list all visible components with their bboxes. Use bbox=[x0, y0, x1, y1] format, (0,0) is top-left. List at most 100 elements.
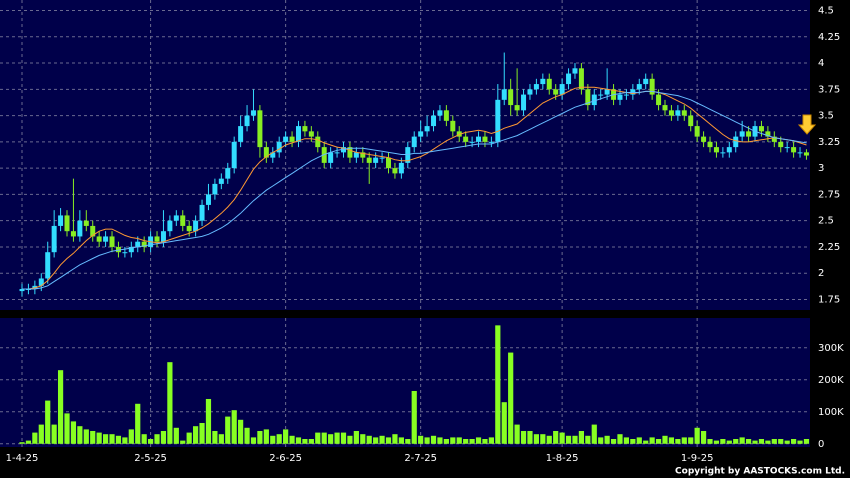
candle-body bbox=[758, 126, 764, 132]
moving-average-line bbox=[22, 90, 807, 290]
candle-body bbox=[276, 141, 282, 153]
volume-bar bbox=[745, 438, 752, 444]
volume-bar bbox=[495, 325, 501, 444]
y-tick-label: 4.25 bbox=[818, 32, 840, 43]
candle-body bbox=[193, 220, 199, 232]
y-tick-label: 2 bbox=[818, 268, 824, 279]
candle-body bbox=[636, 84, 642, 90]
candle-body bbox=[250, 110, 256, 116]
volume-bar bbox=[302, 438, 308, 444]
volume-bar bbox=[430, 435, 437, 444]
candle-body bbox=[218, 178, 224, 184]
y-tick-label: 3.5 bbox=[818, 111, 834, 122]
volume-bar bbox=[289, 435, 295, 444]
candle-body bbox=[771, 136, 777, 142]
volume-bar bbox=[160, 430, 167, 444]
volume-panel bbox=[0, 318, 810, 447]
volume-bar bbox=[771, 438, 777, 444]
candle-body bbox=[553, 89, 559, 95]
candle-body bbox=[746, 131, 752, 137]
volume-bar bbox=[77, 426, 83, 444]
candle-body bbox=[476, 136, 482, 142]
candle-body bbox=[122, 252, 128, 254]
volume-bar bbox=[520, 430, 527, 444]
candle-body bbox=[675, 110, 681, 116]
volume-bar bbox=[578, 430, 585, 444]
volume-bar bbox=[340, 432, 347, 444]
volume-bar bbox=[540, 434, 546, 444]
candle-body bbox=[630, 89, 636, 95]
candle-body bbox=[167, 220, 173, 232]
y-tick-label: 3.75 bbox=[818, 84, 840, 95]
candle-body bbox=[244, 115, 250, 127]
volume-bar bbox=[154, 434, 160, 444]
volume-bar bbox=[675, 438, 681, 444]
candle-body bbox=[58, 215, 64, 226]
volume-bar bbox=[70, 421, 77, 444]
volume-bar bbox=[180, 440, 186, 444]
volume-bar bbox=[610, 438, 617, 444]
volume-bar bbox=[649, 437, 655, 444]
volume-bar bbox=[463, 438, 469, 444]
candle-body bbox=[45, 252, 51, 279]
volume-bar bbox=[713, 440, 720, 444]
volume-bar bbox=[205, 398, 212, 444]
volume-bar bbox=[739, 437, 745, 444]
candle-body bbox=[463, 136, 469, 142]
volume-bar bbox=[51, 424, 57, 444]
volume-bar bbox=[475, 437, 482, 444]
volume-bar bbox=[122, 437, 128, 444]
candle-body bbox=[418, 131, 424, 137]
volume-bar bbox=[321, 432, 327, 444]
volume-bar bbox=[688, 437, 694, 444]
volume-bar bbox=[733, 438, 739, 444]
candle-body bbox=[109, 236, 115, 247]
candle-body bbox=[115, 246, 121, 253]
candle-body bbox=[83, 220, 89, 226]
y-tick-label: 100K bbox=[818, 407, 844, 418]
candle-body bbox=[540, 78, 546, 85]
volume-bar bbox=[617, 434, 623, 444]
y-tick-label: 0 bbox=[818, 439, 824, 450]
candle-body bbox=[649, 78, 655, 95]
volume-bar bbox=[797, 440, 803, 444]
volume-bar bbox=[347, 435, 353, 444]
candle-body bbox=[38, 278, 44, 286]
volume-bar bbox=[527, 430, 533, 444]
volume-bar bbox=[19, 442, 25, 444]
volume-bar bbox=[225, 416, 231, 444]
candle-body bbox=[295, 126, 301, 142]
volume-bar bbox=[366, 435, 372, 444]
candle-body bbox=[488, 141, 494, 143]
candle-body bbox=[585, 89, 591, 106]
candle-body bbox=[141, 241, 147, 247]
candle-body bbox=[701, 136, 707, 142]
candle-body bbox=[566, 73, 572, 85]
volume-bar bbox=[238, 419, 244, 444]
candle-body bbox=[263, 147, 269, 158]
volume-bar bbox=[308, 438, 314, 444]
candle-body bbox=[186, 225, 192, 232]
volume-bar bbox=[450, 437, 456, 444]
y-tick-label: 2.25 bbox=[818, 242, 840, 253]
candle-body bbox=[289, 136, 295, 142]
candle-body bbox=[784, 147, 790, 149]
volume-bar bbox=[270, 435, 276, 444]
candle-body bbox=[160, 231, 166, 242]
candle-body bbox=[778, 141, 784, 148]
candle-body bbox=[623, 94, 629, 96]
volume-bar bbox=[443, 438, 449, 444]
volume-bar bbox=[591, 424, 597, 444]
volume-bar bbox=[598, 437, 604, 444]
candle-body bbox=[546, 78, 552, 90]
volume-bar bbox=[778, 438, 784, 444]
y-tick-label: 4 bbox=[818, 58, 824, 69]
volume-bar bbox=[411, 390, 417, 444]
candle-body bbox=[495, 99, 501, 142]
volume-bar bbox=[244, 427, 250, 444]
candle-body bbox=[270, 152, 276, 158]
volume-bar bbox=[109, 434, 115, 444]
volume-bar bbox=[83, 429, 89, 444]
candle-body bbox=[334, 152, 340, 154]
x-tick-label: 2-6-25 bbox=[269, 453, 302, 464]
